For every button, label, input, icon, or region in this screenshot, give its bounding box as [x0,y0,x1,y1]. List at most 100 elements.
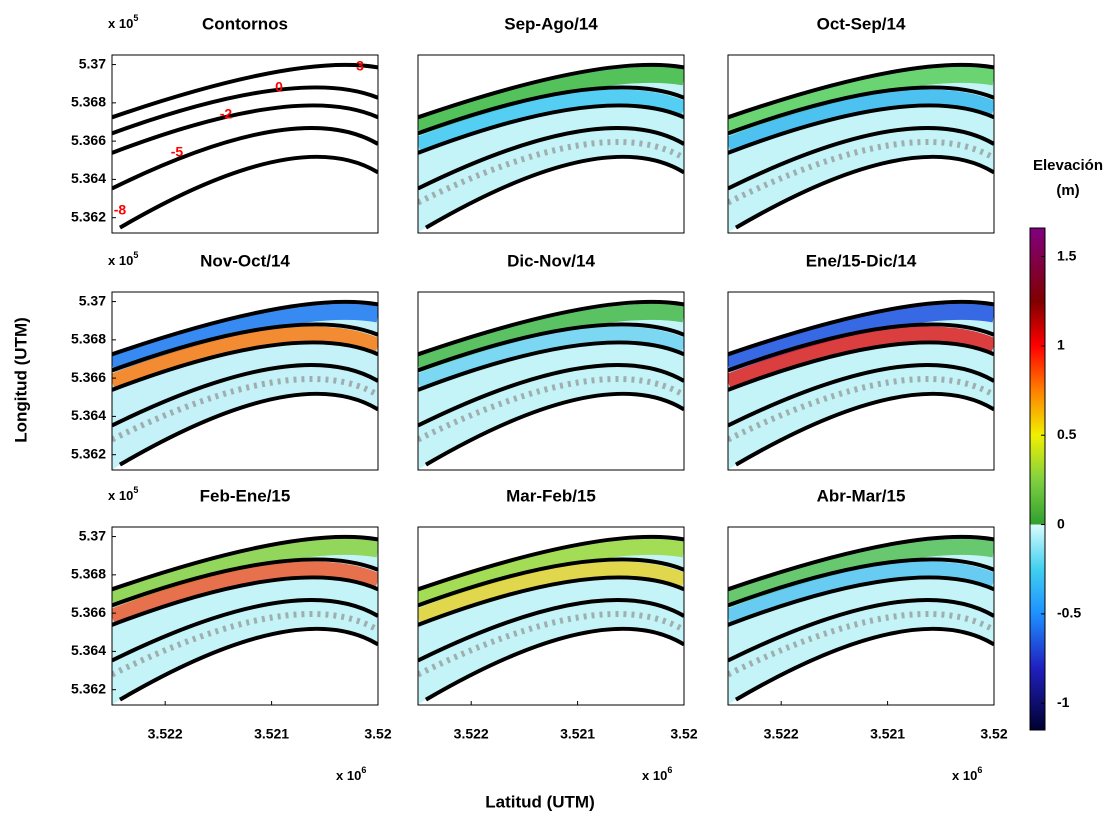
offset-text: x 106 [952,765,982,783]
contour-line [418,534,684,592]
panel-title: Nov-Oct/14 [200,251,290,270]
offset-text: x 105 [108,485,138,503]
colorbar [1029,227,1046,731]
offset-exponent: 6 [361,765,366,775]
contour-line [728,597,994,663]
panel: Contornos 3 0 -2 -5 -8 5.362 5.364 5.366 5.368 5.3… [71,14,379,234]
field [112,62,378,230]
contour-line [424,626,684,702]
panel: Abr-Mar/15 3.522 3.521 3.52 [727,486,1008,742]
panel-frame [727,291,995,471]
y-tick-label: 5.37 [79,292,106,308]
x-tick-label: 3.52 [980,726,1007,742]
field-band [728,326,994,390]
contour-line [418,597,684,663]
y-tick-label: 5.368 [71,566,106,582]
contour-line [112,362,378,428]
offset-base: x 10 [642,768,667,783]
y-tick-label: 5.368 [71,331,106,347]
contour-line [418,125,684,191]
field-band [112,561,378,625]
contour-line [418,575,684,627]
contour-label: -8 [114,202,127,218]
offset-base: x 10 [108,488,133,503]
y-tick-label: 5.366 [71,132,106,148]
field-band [728,538,994,607]
field-band [418,375,684,443]
x-tick-label: 3.52 [364,726,391,742]
contour-line [418,362,684,428]
x-tick-label: 3.521 [870,726,905,742]
panel: Sep-Ago/14 [417,14,685,234]
field [418,62,684,233]
y-tick-label: 5.364 [71,642,106,658]
field-band [112,610,378,678]
colorbar-title: (m) [1056,182,1079,199]
contour-line [734,626,994,702]
contour-line [728,299,994,357]
field-band [418,89,684,153]
contour-label: -5 [171,144,184,160]
field [418,299,684,470]
offset-base: x 10 [108,253,133,268]
panel-title: Feb-Ene/15 [200,486,291,505]
contour-line [728,534,994,592]
field [418,534,684,705]
contour-line [728,322,994,373]
panel-title: Ene/15-Dic/14 [806,251,917,270]
contour-line [424,391,684,467]
contour-line [118,154,378,230]
offset-text: x 105 [108,13,138,31]
panel-title: Abr-Mar/15 [817,486,906,505]
field-band [418,66,684,135]
field [728,299,994,470]
contour-line [728,557,994,608]
contour-line [118,391,378,467]
colorbar-tick-label: 0 [1057,515,1065,531]
offset-exponent: 6 [977,765,982,775]
panel-title: Dic-Nov/14 [507,251,595,270]
field [112,299,378,470]
contour-line [734,391,994,467]
contour-line [418,299,684,357]
contour-line [728,340,994,392]
offset-text: x 106 [642,765,672,783]
panel-title: Mar-Feb/15 [506,486,596,505]
offset-text: x 106 [336,765,366,783]
contour-line [118,626,378,702]
panel-frame [417,54,685,234]
y-tick-label: 5.37 [79,527,106,543]
contour-line [424,154,684,230]
field-band [418,138,684,206]
contour-line [728,103,994,155]
offset-exponent: 5 [133,250,138,260]
contour-label: 0 [275,79,283,95]
x-tick-label: 3.522 [148,726,183,742]
x-tick-label: 3.521 [560,726,595,742]
y-tick-label: 5.364 [71,170,106,186]
panel-title: Contornos [202,14,288,33]
offset-base: x 10 [336,768,361,783]
y-tick-label: 5.37 [79,55,106,71]
contour-line [112,340,378,392]
contour-line [418,62,684,120]
colorbar-tick-label: -0.5 [1057,605,1081,621]
field-band [728,138,994,206]
y-tick-label: 5.368 [71,94,106,110]
y-tick-label: 5.366 [71,369,106,385]
contour-line [418,85,684,136]
field-band [728,89,994,153]
field [112,534,378,705]
panel-frame [417,526,685,706]
contour-label: 3 [356,58,364,74]
contour-line [728,62,994,120]
contour-line [112,85,378,136]
y-axis-label: Longitud (UTM) [11,317,30,443]
field-band [418,303,684,372]
field-band [418,561,684,625]
field-band [112,326,378,390]
field-band [728,303,994,372]
contour-line [112,103,378,155]
panel-frame [727,526,995,706]
